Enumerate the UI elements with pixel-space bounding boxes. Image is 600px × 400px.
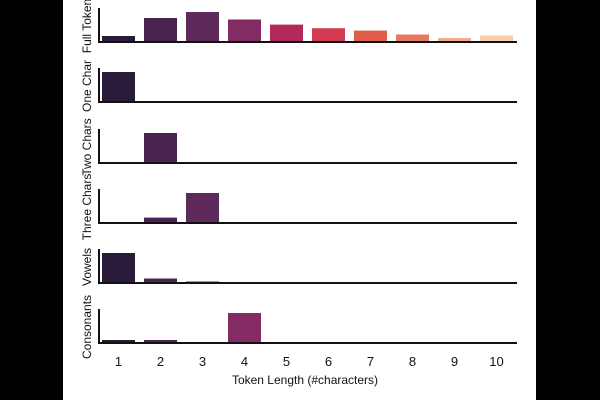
- bar-2: [144, 340, 177, 343]
- x-tick-label: 9: [451, 354, 458, 369]
- x-tick-labels: 1 2 3 4 5 6 7 8 9 10: [115, 354, 504, 369]
- bar-4: [228, 19, 261, 42]
- bar-5: [270, 24, 303, 42]
- x-axis-title: Token Length (#characters): [232, 373, 378, 387]
- bar-3: [186, 193, 219, 223]
- x-tick-label: 10: [489, 354, 503, 369]
- bar-2: [144, 133, 177, 163]
- bar-2: [144, 278, 177, 283]
- bar-9: [438, 38, 471, 42]
- panel-y-label: Two Chars: [80, 118, 94, 175]
- bar-4: [228, 313, 261, 343]
- x-tick-label: 3: [199, 354, 206, 369]
- bar-3: [186, 12, 219, 42]
- bar-1: [102, 72, 135, 102]
- bar-7: [354, 30, 387, 42]
- chart-canvas: Full Token One Char Two Chars Three Chars Vo…: [63, 0, 536, 400]
- x-tick-label: 6: [325, 354, 332, 369]
- x-tick-label: 7: [367, 354, 374, 369]
- bar-2: [144, 217, 177, 223]
- panel-consonants: Consonants: [80, 295, 517, 359]
- bar-1: [102, 36, 135, 42]
- x-tick-label: 5: [283, 354, 290, 369]
- panel-y-label: Vowels: [80, 248, 94, 286]
- panel-three-chars: Three Chars: [80, 174, 517, 241]
- bar-2: [144, 18, 177, 42]
- bar-1: [102, 253, 135, 283]
- x-tick-label: 4: [241, 354, 248, 369]
- panel-full-token: Full Token: [80, 0, 517, 53]
- x-tick-label: 8: [409, 354, 416, 369]
- panel-y-label: One Char: [80, 60, 94, 112]
- bar-1: [102, 340, 135, 343]
- bar-6: [312, 28, 345, 42]
- bar-10: [480, 35, 513, 42]
- panel-y-label: Three Chars: [80, 174, 94, 241]
- panel-y-label: Full Token: [80, 0, 94, 53]
- x-tick-label: 2: [157, 354, 164, 369]
- bar-8: [396, 34, 429, 42]
- panel-two-chars: Two Chars: [80, 118, 517, 176]
- panel-one-char: One Char: [80, 60, 517, 112]
- panel-vowels: Vowels: [80, 248, 517, 286]
- x-tick-label: 1: [115, 354, 122, 369]
- panel-y-label: Consonants: [80, 295, 94, 359]
